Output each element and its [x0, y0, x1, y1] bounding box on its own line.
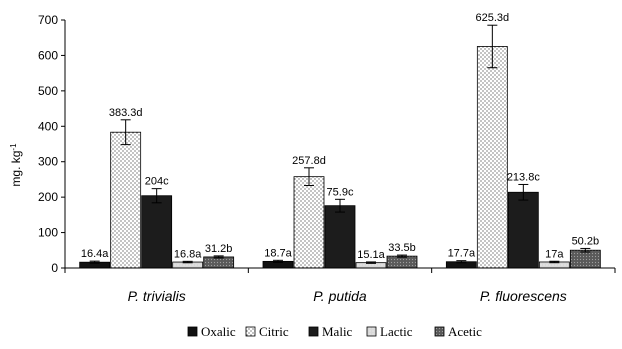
legend: Oxalic Citric Malic Lactic Acetic: [187, 324, 482, 339]
bar-citric: [293, 176, 325, 269]
bar-malic: [141, 195, 173, 269]
category-label: P. trivialis: [128, 288, 186, 304]
data-label: 17a: [545, 248, 564, 260]
y-tick-label: 400: [38, 119, 58, 133]
bar-acetic: [569, 249, 601, 269]
bar-acetic: [203, 256, 235, 269]
data-label: 16.8a: [174, 248, 202, 260]
data-label: 33.5b: [388, 242, 416, 254]
data-label: 18.7a: [264, 247, 292, 259]
category-label: P. fluorescens: [480, 288, 567, 304]
y-tick-label: 700: [38, 13, 58, 27]
legend-label-malic: Malic: [322, 324, 353, 339]
bar-acetic: [386, 255, 418, 269]
y-tick-label: 300: [38, 155, 58, 169]
bars: 16.4a 383.3d 204c 16.8a 31.2b 18.7a 257.8d 75.9…: [79, 12, 601, 269]
data-label: 15.1a: [357, 249, 385, 261]
y-axis: 0 100 200 300 400 500 600 700: [38, 13, 66, 275]
legend-label-oxalic: Oxalic: [201, 324, 236, 339]
legend-swatch-acetic: [434, 326, 445, 337]
category-label: P. putida: [313, 288, 367, 304]
y-tick-label: 200: [38, 190, 58, 204]
legend-swatch-citric: [245, 326, 256, 337]
legend-swatch-malic: [308, 326, 319, 337]
bar-malic: [507, 191, 539, 269]
data-label: 204c: [145, 176, 169, 188]
legend-swatch-oxalic: [187, 326, 198, 337]
y-tick-label: 600: [38, 48, 58, 62]
data-label: 383.3d: [109, 107, 143, 119]
y-tick-label: 100: [38, 226, 58, 240]
bar-citric: [110, 131, 142, 269]
data-label: 75.9c: [327, 186, 354, 198]
legend-label-citric: Citric: [259, 324, 289, 339]
bar-malic: [324, 205, 356, 269]
bar-citric: [476, 46, 508, 269]
legend-label-acetic: Acetic: [448, 324, 482, 339]
legend-label-lactic: Lactic: [380, 324, 413, 339]
x-axis: P. trivialis P. putida P. fluorescens: [64, 267, 616, 304]
data-label: 31.2b: [205, 243, 233, 255]
data-label: 625.3d: [476, 12, 510, 24]
data-label: 213.8c: [507, 171, 541, 183]
legend-swatch-lactic: [366, 326, 377, 337]
data-label: 257.8d: [292, 155, 326, 167]
data-label: 50.2b: [572, 235, 600, 247]
y-tick-label: 500: [38, 84, 58, 98]
data-label: 17.7a: [448, 248, 476, 260]
y-tick-label: 0: [51, 261, 58, 275]
data-label: 16.4a: [81, 248, 109, 260]
y-axis-label: mg. kg-1: [9, 143, 24, 187]
